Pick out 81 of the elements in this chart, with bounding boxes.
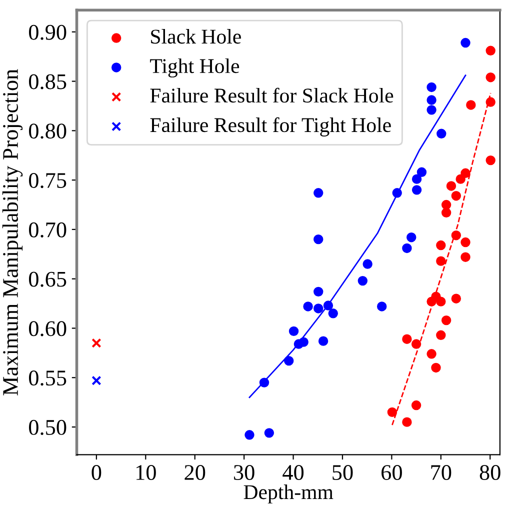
point [441, 315, 452, 326]
point [451, 191, 462, 201]
point [387, 407, 398, 418]
point [402, 417, 412, 427]
point [402, 243, 412, 254]
point [441, 208, 452, 218]
y-tick-label: 0.90 [28, 24, 66, 40]
point [486, 46, 496, 56]
point [436, 296, 446, 306]
point [486, 155, 496, 166]
point [259, 378, 270, 388]
point [406, 232, 416, 242]
point [436, 128, 446, 138]
point [460, 168, 470, 178]
point [456, 174, 466, 184]
point [92, 338, 102, 348]
y-tick-label: 0.50 [28, 420, 66, 436]
y-tick-label: 0.55 [28, 370, 66, 386]
point [466, 100, 476, 110]
y-tick-label: 0.60 [28, 321, 66, 336]
x-axis-title: Depth-mm [244, 484, 334, 504]
point [426, 105, 436, 115]
point [314, 286, 324, 297]
y-tick-label: 0.70 [28, 222, 66, 238]
x-tick-label: 10 [136, 465, 156, 480]
point [298, 337, 308, 347]
point [402, 334, 412, 344]
y-tick-label: 0.75 [28, 172, 66, 188]
legend-label: Tight Hole [150, 58, 240, 78]
point [288, 326, 299, 336]
x-tick-label: 30 [234, 465, 254, 480]
y-tick-label: 0.85 [28, 74, 66, 90]
point [92, 376, 102, 386]
x-tick-label: 40 [282, 465, 304, 480]
point [426, 95, 436, 105]
x-tick-label: 20 [184, 465, 206, 480]
point [284, 356, 294, 366]
point [411, 400, 422, 410]
x-tick-label: 50 [332, 465, 353, 480]
x-tick-label: 80 [480, 465, 500, 480]
point [446, 181, 456, 191]
point [486, 72, 496, 82]
point [314, 188, 324, 198]
point [416, 167, 427, 178]
point [426, 349, 436, 359]
legend-label: Slack Hole [151, 29, 241, 44]
point [412, 174, 422, 184]
point [314, 304, 324, 314]
point [431, 362, 441, 373]
point [460, 252, 470, 262]
point [436, 256, 446, 266]
x-tick-label: 0 [92, 465, 102, 480]
point [451, 230, 462, 240]
point [486, 97, 496, 107]
point [441, 200, 452, 210]
point [392, 188, 402, 198]
legend-label: Failure Result for Slack Hole [150, 88, 394, 103]
point [358, 276, 368, 286]
point [426, 82, 436, 92]
point [460, 237, 470, 248]
point [362, 259, 372, 269]
point [412, 185, 422, 195]
y-tick-label: 0.80 [28, 124, 66, 139]
point [411, 339, 422, 349]
legend-label: Failure Result for Tight Hole [150, 117, 391, 136]
y-axis-title: Maximum Manipulability Projection [2, 69, 23, 396]
point [328, 308, 338, 318]
point [323, 300, 334, 310]
point [376, 302, 387, 312]
point [318, 336, 328, 346]
y-tick-label: 0.65 [28, 272, 66, 287]
point [436, 240, 446, 250]
point [303, 302, 313, 312]
point [451, 294, 462, 304]
point [436, 330, 446, 340]
point [314, 234, 324, 244]
point [460, 38, 470, 48]
x-tick-label: 60 [382, 465, 402, 480]
x-tick-label: 70 [431, 465, 452, 480]
point [264, 428, 274, 438]
point [244, 430, 254, 440]
